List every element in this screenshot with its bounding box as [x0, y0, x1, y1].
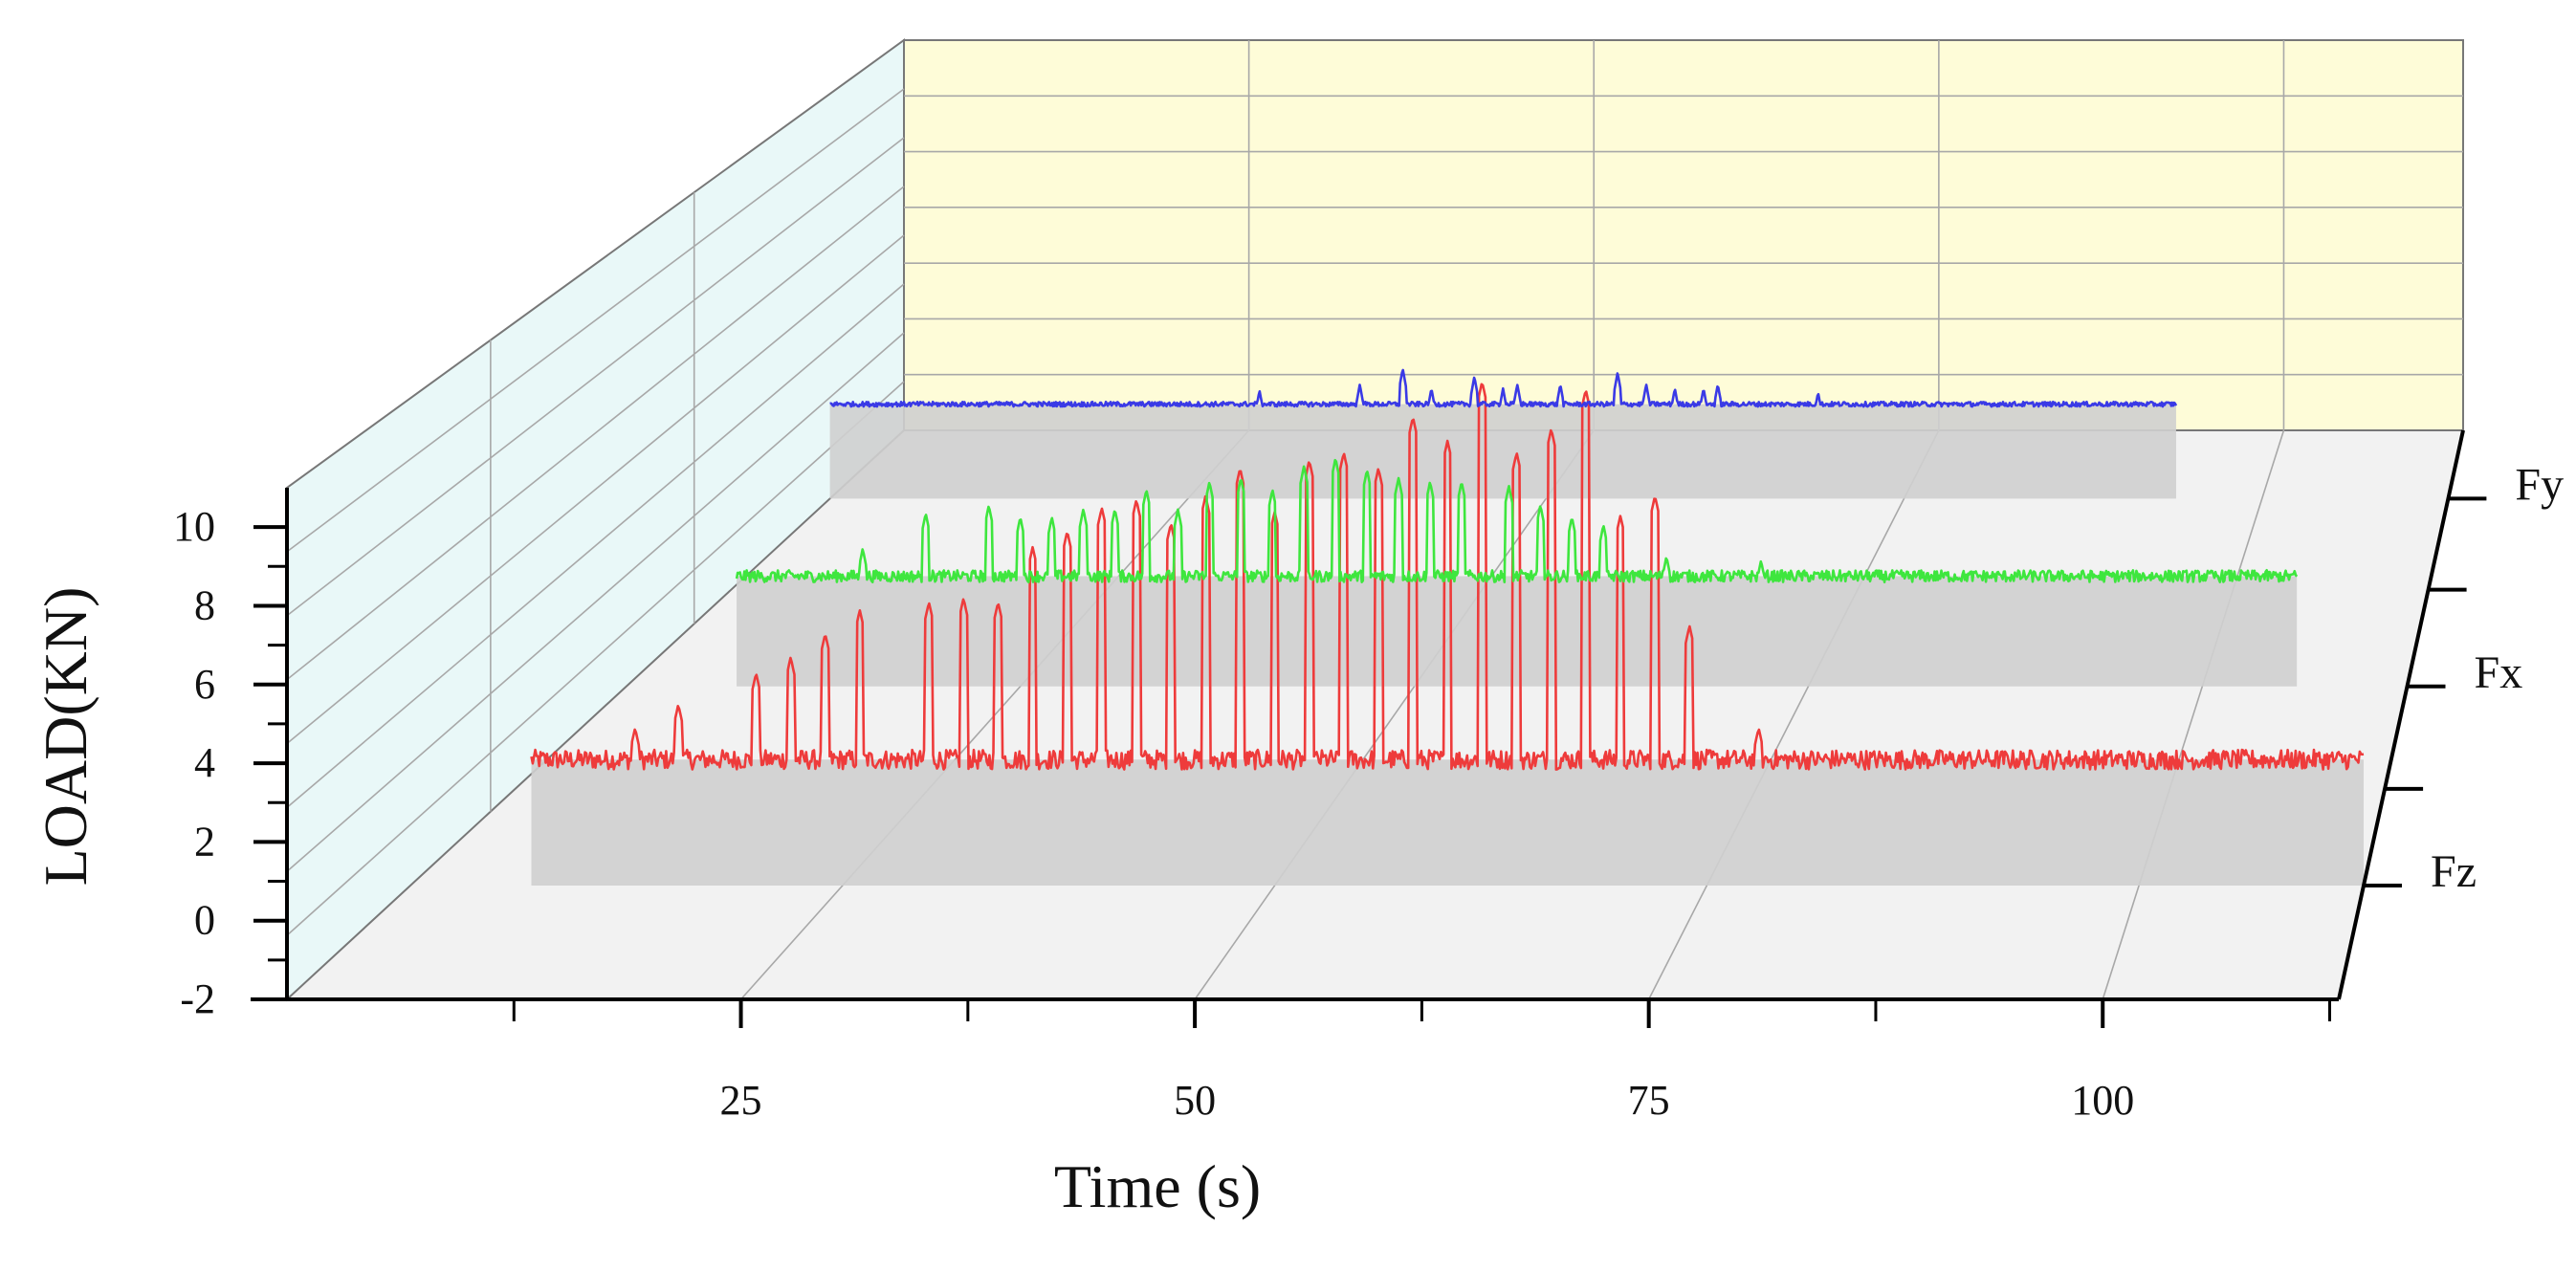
side-wall-gridline [286, 88, 905, 553]
side-wall-gridline [286, 137, 905, 617]
x-tick-label: 25 [720, 1077, 762, 1124]
floor-gridline [1647, 429, 1940, 1000]
y-tick-label: 0 [194, 897, 215, 944]
side-wall-gridline [286, 234, 905, 745]
back-wall [903, 39, 2464, 431]
series-label-fx: Fx [2475, 647, 2523, 698]
series-label-fy: Fy [2515, 459, 2564, 510]
chart-ribbons [531, 404, 2364, 886]
series-ribbon-fz [531, 759, 2364, 886]
floor-gridline [2102, 429, 2285, 1000]
series-line-fx [735, 458, 2299, 584]
chart-series [530, 368, 2365, 771]
side-wall-gridline [286, 283, 905, 808]
y-axis-title: LOAD(KN) [32, 587, 99, 887]
x-tick-label: 50 [1174, 1077, 1216, 1124]
x-axis-title: Time (s) [1054, 1152, 1261, 1220]
floor-gridline [1194, 429, 1595, 1000]
series-label-fz: Fz [2431, 846, 2477, 897]
side-wall-gridline [286, 186, 905, 681]
y-tick-label: 10 [173, 503, 215, 550]
series-line-fy [829, 368, 2178, 408]
chart-axes [251, 429, 2487, 1028]
y-tick-label: 4 [194, 739, 215, 786]
y-tick-label: -2 [180, 975, 215, 1022]
series-line-fz [530, 383, 2365, 771]
x-tick-label: 75 [1628, 1077, 1670, 1124]
chart-grid [286, 40, 2463, 1000]
y-tick-label: 6 [194, 661, 215, 708]
side-wall-gridline [286, 381, 905, 936]
side-wall-gridline [286, 332, 905, 872]
series-ribbon-fx [737, 576, 2298, 687]
y-tick-label: 8 [194, 581, 215, 628]
depth-axis-line [2337, 429, 2465, 1000]
chart-labels: Fz Fx Fy -2 0 2 4 6 8 10 25 50 75 100 [173, 459, 2564, 1124]
x-tick-label: 100 [2071, 1077, 2134, 1124]
y-tick-label: 2 [194, 818, 215, 865]
series-ribbon-fy [829, 404, 2176, 499]
